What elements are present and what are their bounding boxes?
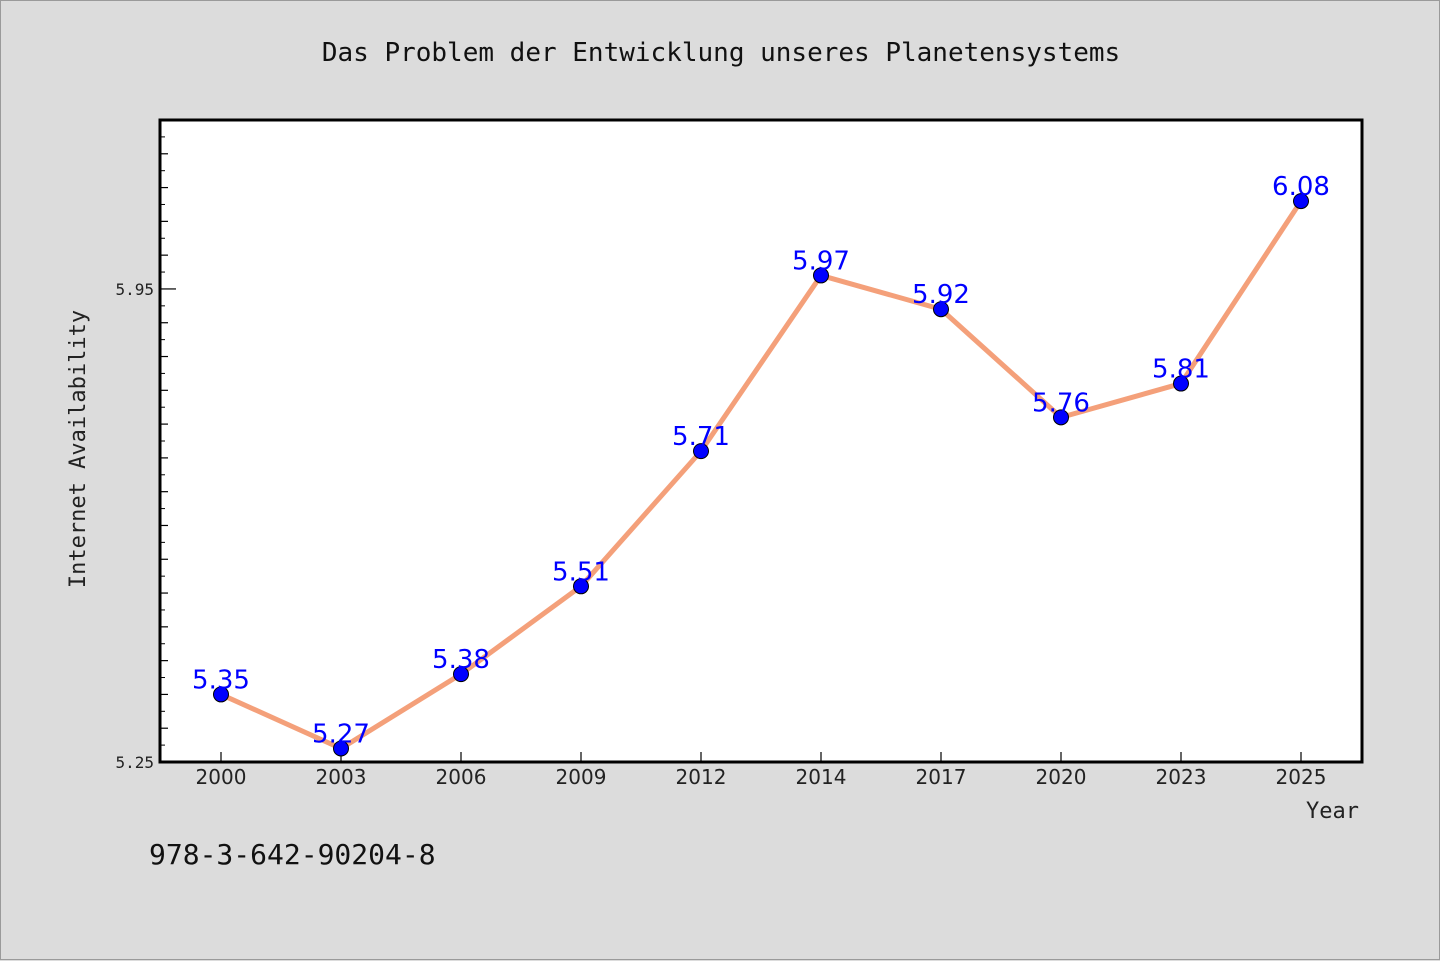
data-point [573, 578, 589, 595]
chart-title: Das Problem der Entwicklung unseres Plan… [322, 38, 1120, 68]
data-label: 5.27 [312, 719, 370, 749]
y-axis-label: Internet Availability [66, 310, 91, 588]
data-point [453, 666, 469, 683]
data-label: 5.76 [1032, 388, 1090, 418]
data-label: 5.97 [792, 246, 850, 276]
data-point [1293, 193, 1309, 210]
isbn-label: 978-3-642-90204-8 [149, 838, 436, 871]
data-point [693, 443, 709, 460]
x-tick-label: 2025 [1276, 765, 1327, 789]
y-minor-ticks [160, 119, 176, 763]
data-label: 5.51 [552, 557, 610, 587]
series-markers [213, 193, 1309, 757]
series-line [218, 198, 1304, 751]
data-point [1053, 409, 1069, 426]
data-label: 5.35 [192, 665, 250, 695]
x-tick-label: 2000 [196, 765, 247, 789]
data-point [813, 267, 829, 284]
x-tick-label: 2020 [1036, 765, 1087, 789]
data-label: 5.38 [432, 645, 490, 675]
y-tick-labels: 5.25 5.95 [115, 280, 154, 772]
data-label: 5.92 [912, 280, 970, 310]
data-point [1173, 375, 1189, 392]
plot-area [158, 118, 1364, 764]
x-tick-labels: 2000 2003 2006 2009 2012 2014 2017 2020 2023 2025 [196, 765, 1327, 789]
data-point [933, 301, 949, 318]
data-labels: 5.35 5.27 5.38 5.51 5.71 5.97 5.92 5.76 5.81 6.08 [192, 172, 1330, 749]
data-label: 5.81 [1152, 355, 1210, 385]
y-tick-label: 5.25 [115, 753, 154, 772]
x-axis-label: Year [1306, 799, 1359, 824]
data-label: 6.08 [1272, 172, 1330, 202]
x-tick-label: 2006 [436, 765, 487, 789]
x-tick-label: 2014 [796, 765, 847, 789]
x-tick-label: 2003 [316, 765, 367, 789]
x-tick-label: 2023 [1156, 765, 1207, 789]
data-label: 5.71 [672, 422, 730, 452]
data-point [333, 740, 349, 757]
y-tick-label: 5.95 [115, 280, 154, 299]
data-point [213, 686, 229, 703]
x-tick-label: 2017 [916, 765, 967, 789]
x-tick-label: 2009 [556, 765, 607, 789]
x-tick-label: 2012 [676, 765, 727, 789]
